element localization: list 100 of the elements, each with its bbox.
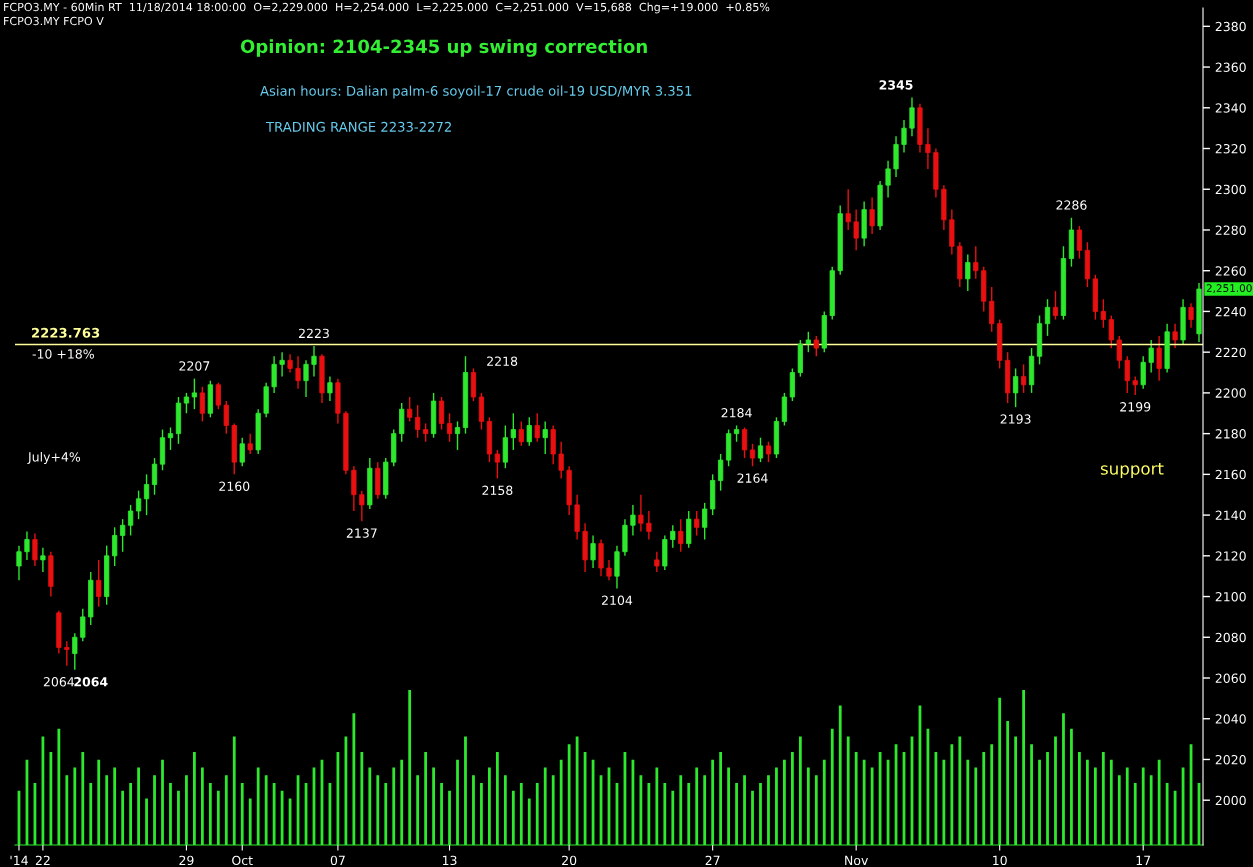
candlestick [1044, 298, 1051, 337]
annotation: 2158 [482, 485, 513, 496]
candlestick [135, 489, 142, 520]
annotation: 2184 [721, 408, 752, 418]
annotation: 2160 [219, 481, 250, 491]
candlestick [1116, 335, 1122, 370]
candlestick [1172, 322, 1178, 349]
y-tick-label: 2240 [1215, 306, 1246, 317]
y-tick-label: 2360 [1215, 62, 1246, 72]
candlestick [869, 196, 875, 235]
annotation: 2199 [1120, 402, 1151, 412]
candlestick [765, 441, 772, 463]
y-tick-label: 2220 [1215, 347, 1246, 358]
candlestick [606, 559, 612, 581]
candlestick [853, 208, 859, 252]
candlestick [271, 355, 277, 394]
candlestick [32, 532, 38, 567]
candlestick [1140, 355, 1146, 390]
annotation: July+4% [27, 451, 81, 465]
candlestick [143, 473, 150, 516]
y-tick-label: 2380 [1215, 21, 1246, 32]
candlestick [678, 518, 684, 553]
candlestick [72, 632, 78, 671]
candlestick [359, 489, 365, 522]
x-tick-label: 20 [562, 855, 577, 866]
candlestick [1020, 363, 1027, 394]
x-tick-label: 22 [35, 855, 50, 865]
y-tick-label: 2020 [1215, 754, 1246, 765]
candlestick [199, 386, 205, 423]
candlestick [805, 331, 811, 353]
candlestick [151, 457, 158, 496]
x-tick-label: Oct [232, 855, 253, 866]
candlestick [167, 426, 174, 451]
y-tick-label: 2040 [1215, 714, 1246, 724]
candlestick [96, 559, 102, 608]
annotation: 2207 [179, 361, 210, 371]
candlestick [590, 534, 596, 569]
candlestick [646, 510, 652, 541]
x-tick-label: 07 [330, 855, 345, 866]
annotation: support [1100, 462, 1164, 479]
y-tick-label: 2260 [1215, 266, 1246, 276]
candlestick [1100, 298, 1106, 329]
annotation: 2223 [299, 328, 329, 339]
candlestick [1052, 290, 1059, 321]
y-tick-label: 2140 [1215, 510, 1246, 521]
candlestick [287, 353, 293, 374]
candlestick [702, 502, 708, 541]
candlestick [901, 119, 907, 154]
candlestick [295, 355, 301, 390]
candlestick [327, 375, 333, 402]
y-tick-label: 2300 [1215, 184, 1246, 195]
y-tick-label: 2160 [1215, 469, 1246, 480]
y-tick-label: 2340 [1215, 103, 1246, 113]
candlestick [407, 396, 413, 423]
annotation: -10 +18% [32, 349, 94, 359]
y-tick-label: 2000 [1215, 795, 1246, 806]
y-tick-label: 2180 [1215, 429, 1246, 439]
candlestick [223, 400, 229, 435]
candlestick [630, 504, 636, 537]
candlestick [494, 449, 500, 480]
candlestick [925, 127, 931, 170]
candlestick [279, 351, 285, 378]
y-tick-label: 2280 [1215, 225, 1246, 235]
x-tick-label: '14 [10, 855, 28, 865]
candlestick [1156, 335, 1162, 382]
y-tick-label: 2100 [1215, 592, 1246, 602]
candlestick [1076, 225, 1083, 260]
annotation: FCPO3.MY - 60Min RT 11/18/2014 18:00:00 O=2,229.000 H=2,254.000 L=2,225.000 C=2,251.000 V=15,688 Chg=+19.000 +0.85% [4, 2, 770, 14]
candlestick [16, 544, 22, 581]
candlestick [1013, 367, 1019, 408]
text: 2,251.00 [1206, 284, 1252, 294]
candlestick [64, 640, 70, 667]
ref-line-label: 2223.763 [31, 327, 100, 338]
candlestick [534, 412, 540, 443]
x-tick-label: Nov [845, 855, 868, 866]
candlestick [1188, 302, 1194, 329]
candlestick [741, 426, 748, 459]
annotation: Asian hours: Dalian palm-6 soyoil-17 crude oil-19 USD/MYR 3.351 [260, 85, 692, 99]
candlestick [989, 286, 995, 333]
candlestick [965, 253, 971, 292]
candlestick [558, 441, 564, 480]
x-tick-label: 13 [442, 855, 457, 866]
candlestick [128, 504, 134, 537]
candlestick [638, 494, 644, 533]
x-tick-label: 29 [179, 855, 194, 866]
candlestick [694, 510, 700, 537]
y-tick-label: 2120 [1215, 551, 1246, 561]
candlestick [1132, 375, 1138, 396]
candlestick [526, 416, 532, 447]
candlestick [438, 396, 445, 431]
candlestick [845, 188, 851, 231]
annotation: 2345 [879, 80, 913, 90]
candlestick [718, 453, 724, 492]
candlestick [1124, 355, 1130, 394]
candlestick [120, 518, 126, 553]
y-tick-label: 2080 [1215, 632, 1246, 643]
candlestick [1148, 339, 1154, 374]
text: Opinion: 2104-2345 up swing correction [240, 39, 647, 57]
candlestick [749, 443, 756, 467]
candlestick [191, 377, 198, 410]
